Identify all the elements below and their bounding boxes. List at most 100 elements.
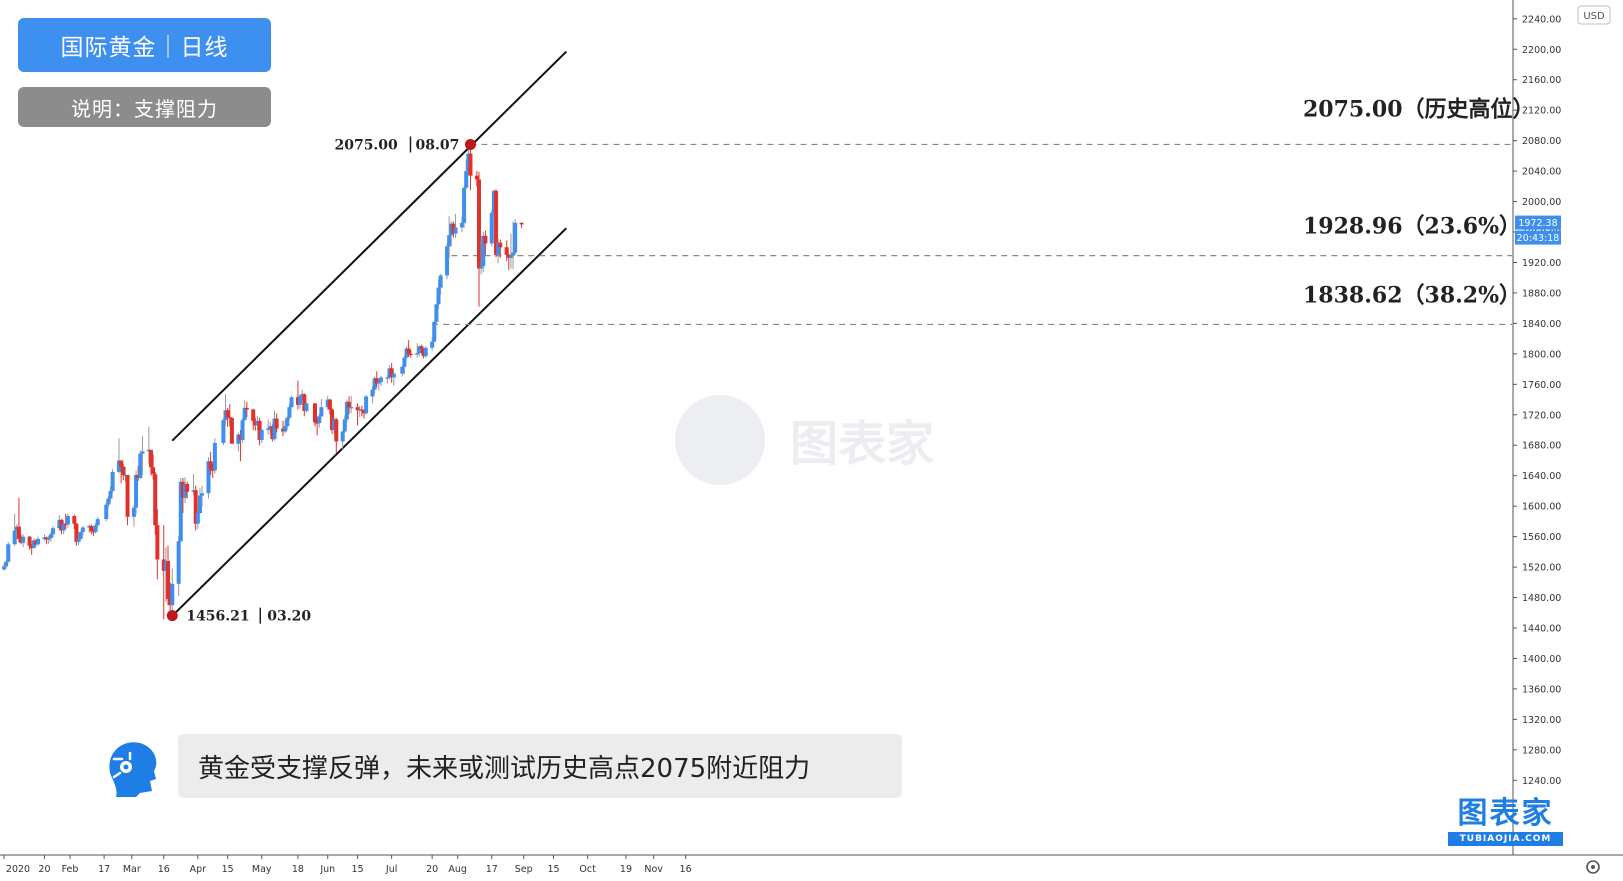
key-point-markers[interactable]: 1456.21 03.20 2075.00 08.07	[166, 136, 476, 625]
candle	[76, 535, 81, 545]
candle-body	[438, 275, 443, 288]
time-axis[interactable]: 2020 20 Feb 17 Mar 16 Apr 15 May 18 Jun 15 Jul 20 Aug 1…	[3, 855, 692, 875]
candle-body	[342, 419, 347, 432]
candle	[72, 514, 77, 530]
candle	[14, 524, 19, 540]
candle-body	[498, 242, 503, 248]
price-tick-label: 1280.00	[1522, 745, 1561, 756]
price-tick-label: 2200.00	[1522, 45, 1561, 56]
candle	[74, 522, 79, 546]
candle	[432, 321, 437, 343]
level-label: 1928.96（23.6%）	[1303, 214, 1521, 240]
key-point-marker[interactable]	[166, 610, 178, 622]
candle-body	[193, 490, 198, 524]
candle	[225, 407, 230, 427]
candle-body	[227, 417, 232, 419]
candle-body	[344, 401, 349, 420]
candle-body	[415, 353, 420, 355]
settings-gear-icon[interactable]	[1586, 860, 1600, 874]
candle-body	[423, 347, 428, 357]
candle-body	[389, 368, 394, 378]
candle-body	[33, 540, 38, 545]
candle	[325, 395, 330, 411]
level-label: 1838.62（38.2%）	[1303, 282, 1521, 308]
candle	[340, 430, 345, 450]
chart-note-badge: 说明：支撑阻力	[18, 87, 271, 127]
candle	[342, 415, 347, 434]
candle-body	[91, 531, 96, 533]
candle	[489, 210, 494, 247]
brand-logo-sub: TUBIAOJIA.COM	[1448, 832, 1563, 846]
candle	[136, 465, 141, 482]
candle-body	[148, 449, 153, 468]
candle	[123, 467, 128, 482]
key-point-price-label: 2075.00	[334, 137, 398, 153]
candle	[44, 536, 49, 545]
candle	[300, 389, 305, 401]
candle-body	[221, 420, 226, 443]
candle	[208, 452, 213, 475]
channel-lower-line[interactable]	[171, 227, 568, 617]
candle	[4, 560, 9, 569]
candle-body	[406, 348, 411, 354]
candle-body	[266, 428, 271, 431]
price-tick-label: 1840.00	[1522, 319, 1561, 330]
candle	[295, 380, 300, 410]
candle-body	[304, 403, 309, 411]
candle-body	[61, 523, 66, 531]
candle	[259, 428, 264, 443]
candle-body	[400, 366, 405, 374]
candle-body	[136, 474, 141, 478]
candle	[372, 376, 377, 394]
candle-body	[153, 474, 158, 526]
candle-body	[372, 378, 377, 390]
candle	[146, 426, 151, 464]
candle-body	[506, 254, 511, 258]
candle-body	[244, 407, 249, 410]
time-tick-label: Oct	[579, 864, 596, 875]
candle	[91, 528, 96, 536]
candle-body	[4, 561, 9, 567]
candle-body	[298, 395, 303, 405]
candle	[106, 496, 111, 508]
trend-channel[interactable]	[171, 50, 568, 617]
candle-body	[417, 346, 422, 354]
candle	[391, 372, 396, 386]
candle-body	[236, 434, 241, 444]
candle-body	[253, 420, 258, 426]
support-resistance-levels[interactable]: 2075.00（历史高位） 1928.96（23.6%） 1838.62（38.2%…	[432, 96, 1535, 326]
time-tick-label: Aug	[448, 864, 467, 875]
candle-body	[19, 538, 24, 543]
price-tick-label: 1800.00	[1522, 349, 1561, 360]
candle	[270, 424, 275, 442]
brand-logo-text: 图表家	[1457, 796, 1554, 831]
candle-body	[29, 545, 34, 549]
candle	[46, 535, 51, 545]
candle	[104, 502, 109, 522]
candle	[387, 365, 392, 379]
price-tick-label: 1320.00	[1522, 715, 1561, 726]
candle-body	[283, 426, 288, 432]
candle-body	[289, 397, 294, 408]
candle-body	[229, 417, 234, 444]
candle-body	[479, 266, 484, 269]
candle	[223, 394, 228, 426]
candle-body	[134, 474, 139, 508]
candle	[508, 233, 513, 269]
candle	[163, 547, 168, 603]
candle	[229, 417, 234, 444]
candle	[78, 531, 83, 541]
candle-body	[325, 399, 330, 408]
candle	[65, 513, 70, 528]
key-point-marker[interactable]	[464, 138, 476, 150]
candle	[140, 436, 145, 475]
candle	[89, 524, 94, 535]
candle	[2, 564, 6, 571]
candle-body	[453, 227, 458, 234]
candle	[268, 421, 273, 434]
candle-body	[445, 246, 450, 276]
channel-upper-line[interactable]	[171, 50, 568, 442]
candle-body	[430, 341, 435, 348]
candle	[191, 474, 196, 495]
candle-body	[491, 190, 496, 213]
